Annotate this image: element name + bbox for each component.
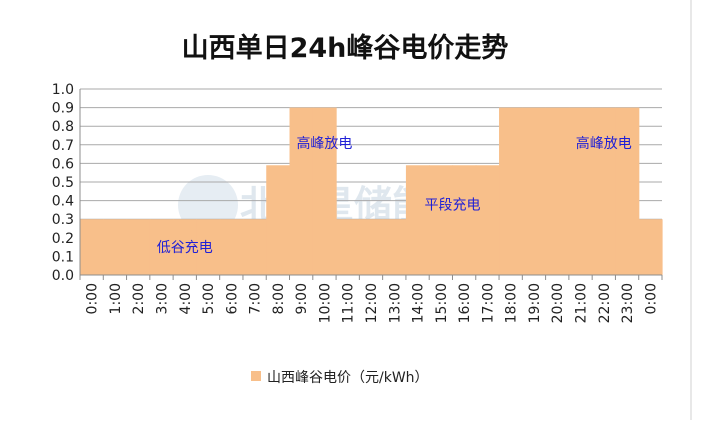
y-tick-labels: 0.0 0.1 0.2 0.3 0.4 0.5 0.6 0.7 0.8 0.9 1.0: [52, 82, 74, 284]
x-tick-label: 20:00: [550, 283, 566, 323]
y-tick-label: 0.7: [52, 138, 74, 154]
x-tick-label: 18:00: [504, 283, 520, 323]
area-bar: [499, 107, 523, 275]
area-bar: [336, 219, 360, 275]
y-tick-label: 0.4: [52, 194, 74, 210]
y-tick-label: 0.6: [52, 156, 74, 172]
x-tick-label: 8:00: [271, 283, 287, 314]
area-bar: [638, 219, 663, 275]
annotation-label: 高峰放电: [576, 135, 632, 152]
area-bar: [173, 219, 197, 275]
area-bar: [592, 107, 617, 275]
area-bar: [149, 219, 174, 275]
area-bar: [382, 219, 407, 275]
x-tick-label: 4:00: [178, 283, 194, 314]
x-tick-label: 12:00: [364, 283, 380, 323]
area-bar: [522, 107, 547, 275]
area-bar: [615, 107, 640, 275]
y-tick-label: 0.3: [52, 212, 74, 228]
area-bar: [359, 219, 384, 275]
area-bar: [196, 219, 221, 275]
area-bar: [475, 165, 500, 275]
annotation-label: 平段充电: [424, 197, 480, 213]
x-tick-label: 2:00: [131, 283, 147, 314]
x-tick-label: 21:00: [574, 283, 590, 323]
area-bar: [219, 219, 244, 275]
x-tick-label: 14:00: [411, 283, 427, 323]
x-tick-label: 9:00: [294, 283, 310, 314]
area-bar: [568, 107, 593, 275]
x-tick-label: 22:00: [597, 283, 613, 323]
chart-title: 山西单日24h峰谷电价走势: [182, 33, 509, 64]
legend: 山西峰谷电价（元/kWh）: [251, 370, 429, 386]
x-tick-label: 10:00: [317, 283, 333, 323]
x-tick-label: 0:00: [85, 283, 101, 314]
x-tick-label: 23:00: [620, 283, 636, 323]
plot-area: [80, 107, 663, 275]
x-tick-label: 6:00: [224, 283, 240, 314]
area-bar: [103, 219, 128, 275]
area-bar: [429, 165, 454, 275]
y-tick-label: 0.1: [52, 249, 74, 265]
y-tick-label: 0.8: [52, 119, 74, 135]
x-tick-label: 0:00: [643, 283, 659, 314]
area-bar: [405, 165, 430, 275]
area-bar: [80, 219, 104, 275]
x-tick-label: 19:00: [527, 283, 543, 323]
x-tick-label: 13:00: [387, 283, 403, 323]
x-tick-label: 15:00: [434, 283, 450, 323]
x-tick-label: 17:00: [480, 283, 496, 323]
x-tick-label: 11:00: [341, 283, 357, 323]
y-tick-label: 0.9: [52, 101, 74, 117]
area-bar: [545, 107, 570, 275]
legend-swatch: [251, 371, 261, 381]
y-tick-label: 1.0: [52, 82, 74, 98]
area-bar: [126, 219, 151, 275]
x-tick-label: 3:00: [154, 283, 170, 314]
y-tick-label: 0.0: [52, 268, 74, 284]
area-bar: [266, 165, 291, 275]
x-tick-label: 16:00: [457, 283, 473, 323]
y-tick-label: 0.5: [52, 175, 74, 191]
area-bar: [289, 107, 314, 275]
y-tick-label: 0.2: [52, 231, 74, 247]
x-tick-label: 7:00: [248, 283, 264, 314]
annotation-label: 高峰放电: [296, 135, 352, 152]
area-bar: [312, 107, 337, 275]
x-tick-labels: 0:00 1:00 2:00 3:00 4:00 5:00 6:00 7:00 8:00 9:00…: [85, 283, 660, 323]
area-bar: [242, 219, 267, 275]
axes: [79, 89, 663, 280]
legend-label: 山西峰谷电价（元/kWh）: [267, 370, 429, 386]
x-tick-label: 5:00: [201, 283, 217, 314]
x-tick-label: 1:00: [108, 283, 124, 314]
area-bar: [452, 165, 477, 275]
annotation-label: 低谷充电: [157, 240, 213, 256]
